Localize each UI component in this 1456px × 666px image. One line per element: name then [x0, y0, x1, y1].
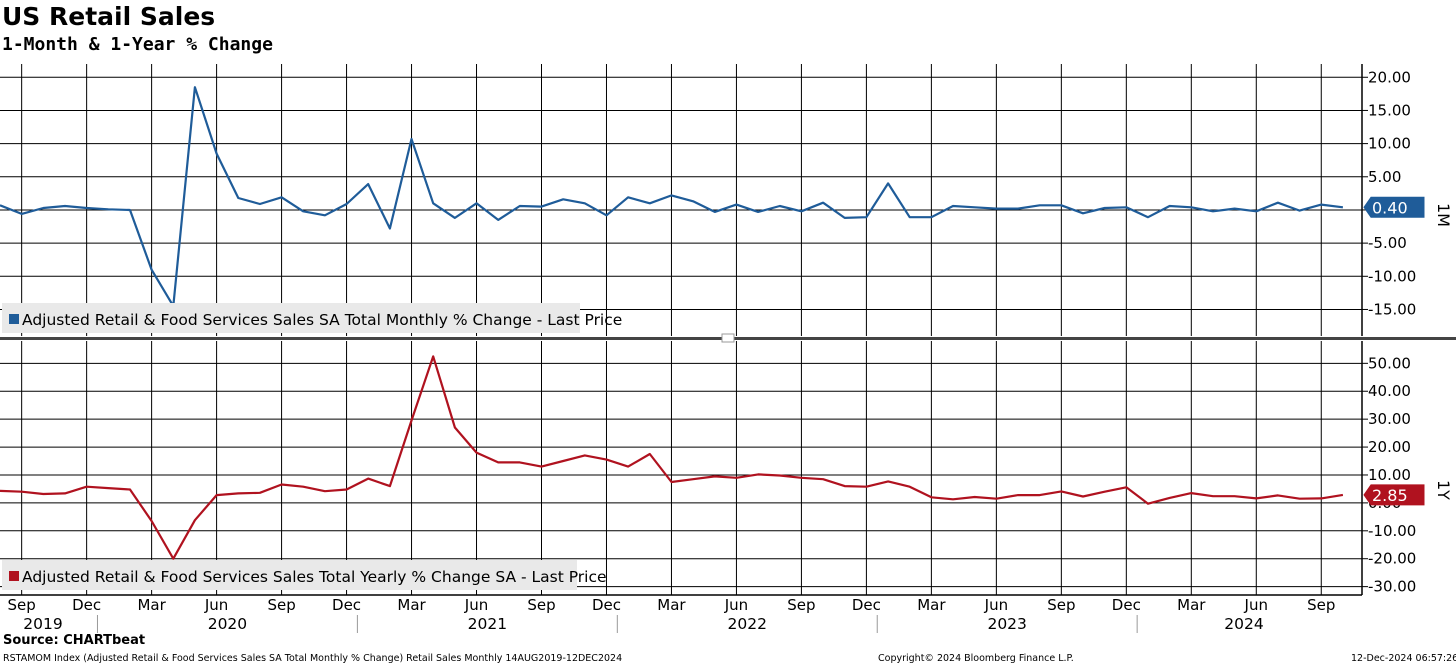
- x-tick-label: Dec: [1112, 596, 1141, 614]
- year-label: 2024: [1224, 615, 1263, 633]
- monthly-series-line: [0, 86, 1344, 308]
- chart-subtitle: 1-Month & 1-Year % Change: [2, 34, 273, 55]
- x-tick-label: Sep: [8, 596, 36, 614]
- x-tick-label: Jun: [724, 596, 748, 614]
- yearly-legend-label: Adjusted Retail & Food Services Sales To…: [22, 568, 607, 586]
- panel-resize-handle[interactable]: [721, 333, 735, 343]
- y-tick-label: -5.00: [1368, 234, 1407, 252]
- x-tick-label: Dec: [592, 596, 621, 614]
- y-tick-label: -10.00: [1368, 522, 1416, 540]
- monthly-legend-box: [2, 303, 580, 333]
- y-tick-label: 40.00: [1368, 382, 1411, 400]
- y-tick-label: 10.00: [1368, 135, 1411, 153]
- y-tick-label: 50.00: [1368, 354, 1411, 372]
- monthly-last-value-flag: [1363, 196, 1425, 218]
- copyright-note: Copyright© 2024 Bloomberg Finance L.P.: [878, 653, 1074, 664]
- yearly-legend-box: [2, 560, 577, 590]
- yearly-last-value-label: 2.85: [1372, 486, 1408, 505]
- x-tick-label: Dec: [332, 596, 361, 614]
- year-label: 2019: [23, 615, 62, 633]
- x-tick-label: Jun: [1244, 596, 1268, 614]
- y-tick-label: 20.00: [1368, 438, 1411, 456]
- yearly-series-line: [0, 355, 1344, 560]
- x-tick-label: Sep: [267, 596, 295, 614]
- x-tick-label: Jun: [984, 596, 1008, 614]
- x-tick-label: Sep: [1047, 596, 1075, 614]
- x-tick-label: Sep: [787, 596, 815, 614]
- year-label: 2021: [468, 615, 507, 633]
- y-tick-label: 15.00: [1368, 101, 1411, 119]
- x-tick-label: Jun: [204, 596, 228, 614]
- y-tick-label: 10.00: [1368, 466, 1411, 484]
- monthly-last-value-label: 0.40: [1372, 198, 1408, 217]
- year-label: 2020: [208, 615, 247, 633]
- monthly-legend-swatch: [9, 314, 19, 324]
- timestamp: 12-Dec-2024 06:57:26: [1351, 653, 1456, 664]
- x-tick-label: Sep: [1307, 596, 1335, 614]
- year-label: 2022: [728, 615, 767, 633]
- y-tick-label: 5.00: [1368, 168, 1401, 186]
- monthly-side-label: 1M: [1434, 203, 1453, 227]
- x-tick-label: Mar: [657, 596, 686, 614]
- monthly-legend-label: Adjusted Retail & Food Services Sales SA…: [22, 311, 622, 329]
- y-tick-label: -15.00: [1368, 300, 1416, 318]
- source-note: Source: CHARTbeat: [3, 633, 146, 648]
- x-tick-label: Mar: [397, 596, 426, 614]
- y-tick-label: -20.00: [1368, 550, 1416, 568]
- yearly-side-label: 1Y: [1434, 480, 1453, 500]
- yearly-last-value-flag: [1363, 484, 1425, 506]
- index-description: RSTAMOM Index (Adjusted Retail & Food Se…: [3, 653, 623, 664]
- yearly-legend-swatch: [9, 571, 19, 581]
- y-tick-label: -30.00: [1368, 578, 1416, 596]
- x-tick-label: Mar: [917, 596, 946, 614]
- y-tick-label: -10.00: [1368, 267, 1416, 285]
- x-tick-label: Dec: [72, 596, 101, 614]
- x-tick-label: Mar: [1177, 596, 1206, 614]
- year-label: 2023: [987, 615, 1026, 633]
- x-tick-label: Jun: [464, 596, 488, 614]
- x-tick-label: Sep: [527, 596, 555, 614]
- x-tick-label: Dec: [852, 596, 881, 614]
- y-tick-label: 30.00: [1368, 410, 1411, 428]
- y-tick-label: 20.00: [1368, 68, 1411, 86]
- x-tick-label: Mar: [137, 596, 166, 614]
- chart-title: US Retail Sales: [2, 2, 216, 31]
